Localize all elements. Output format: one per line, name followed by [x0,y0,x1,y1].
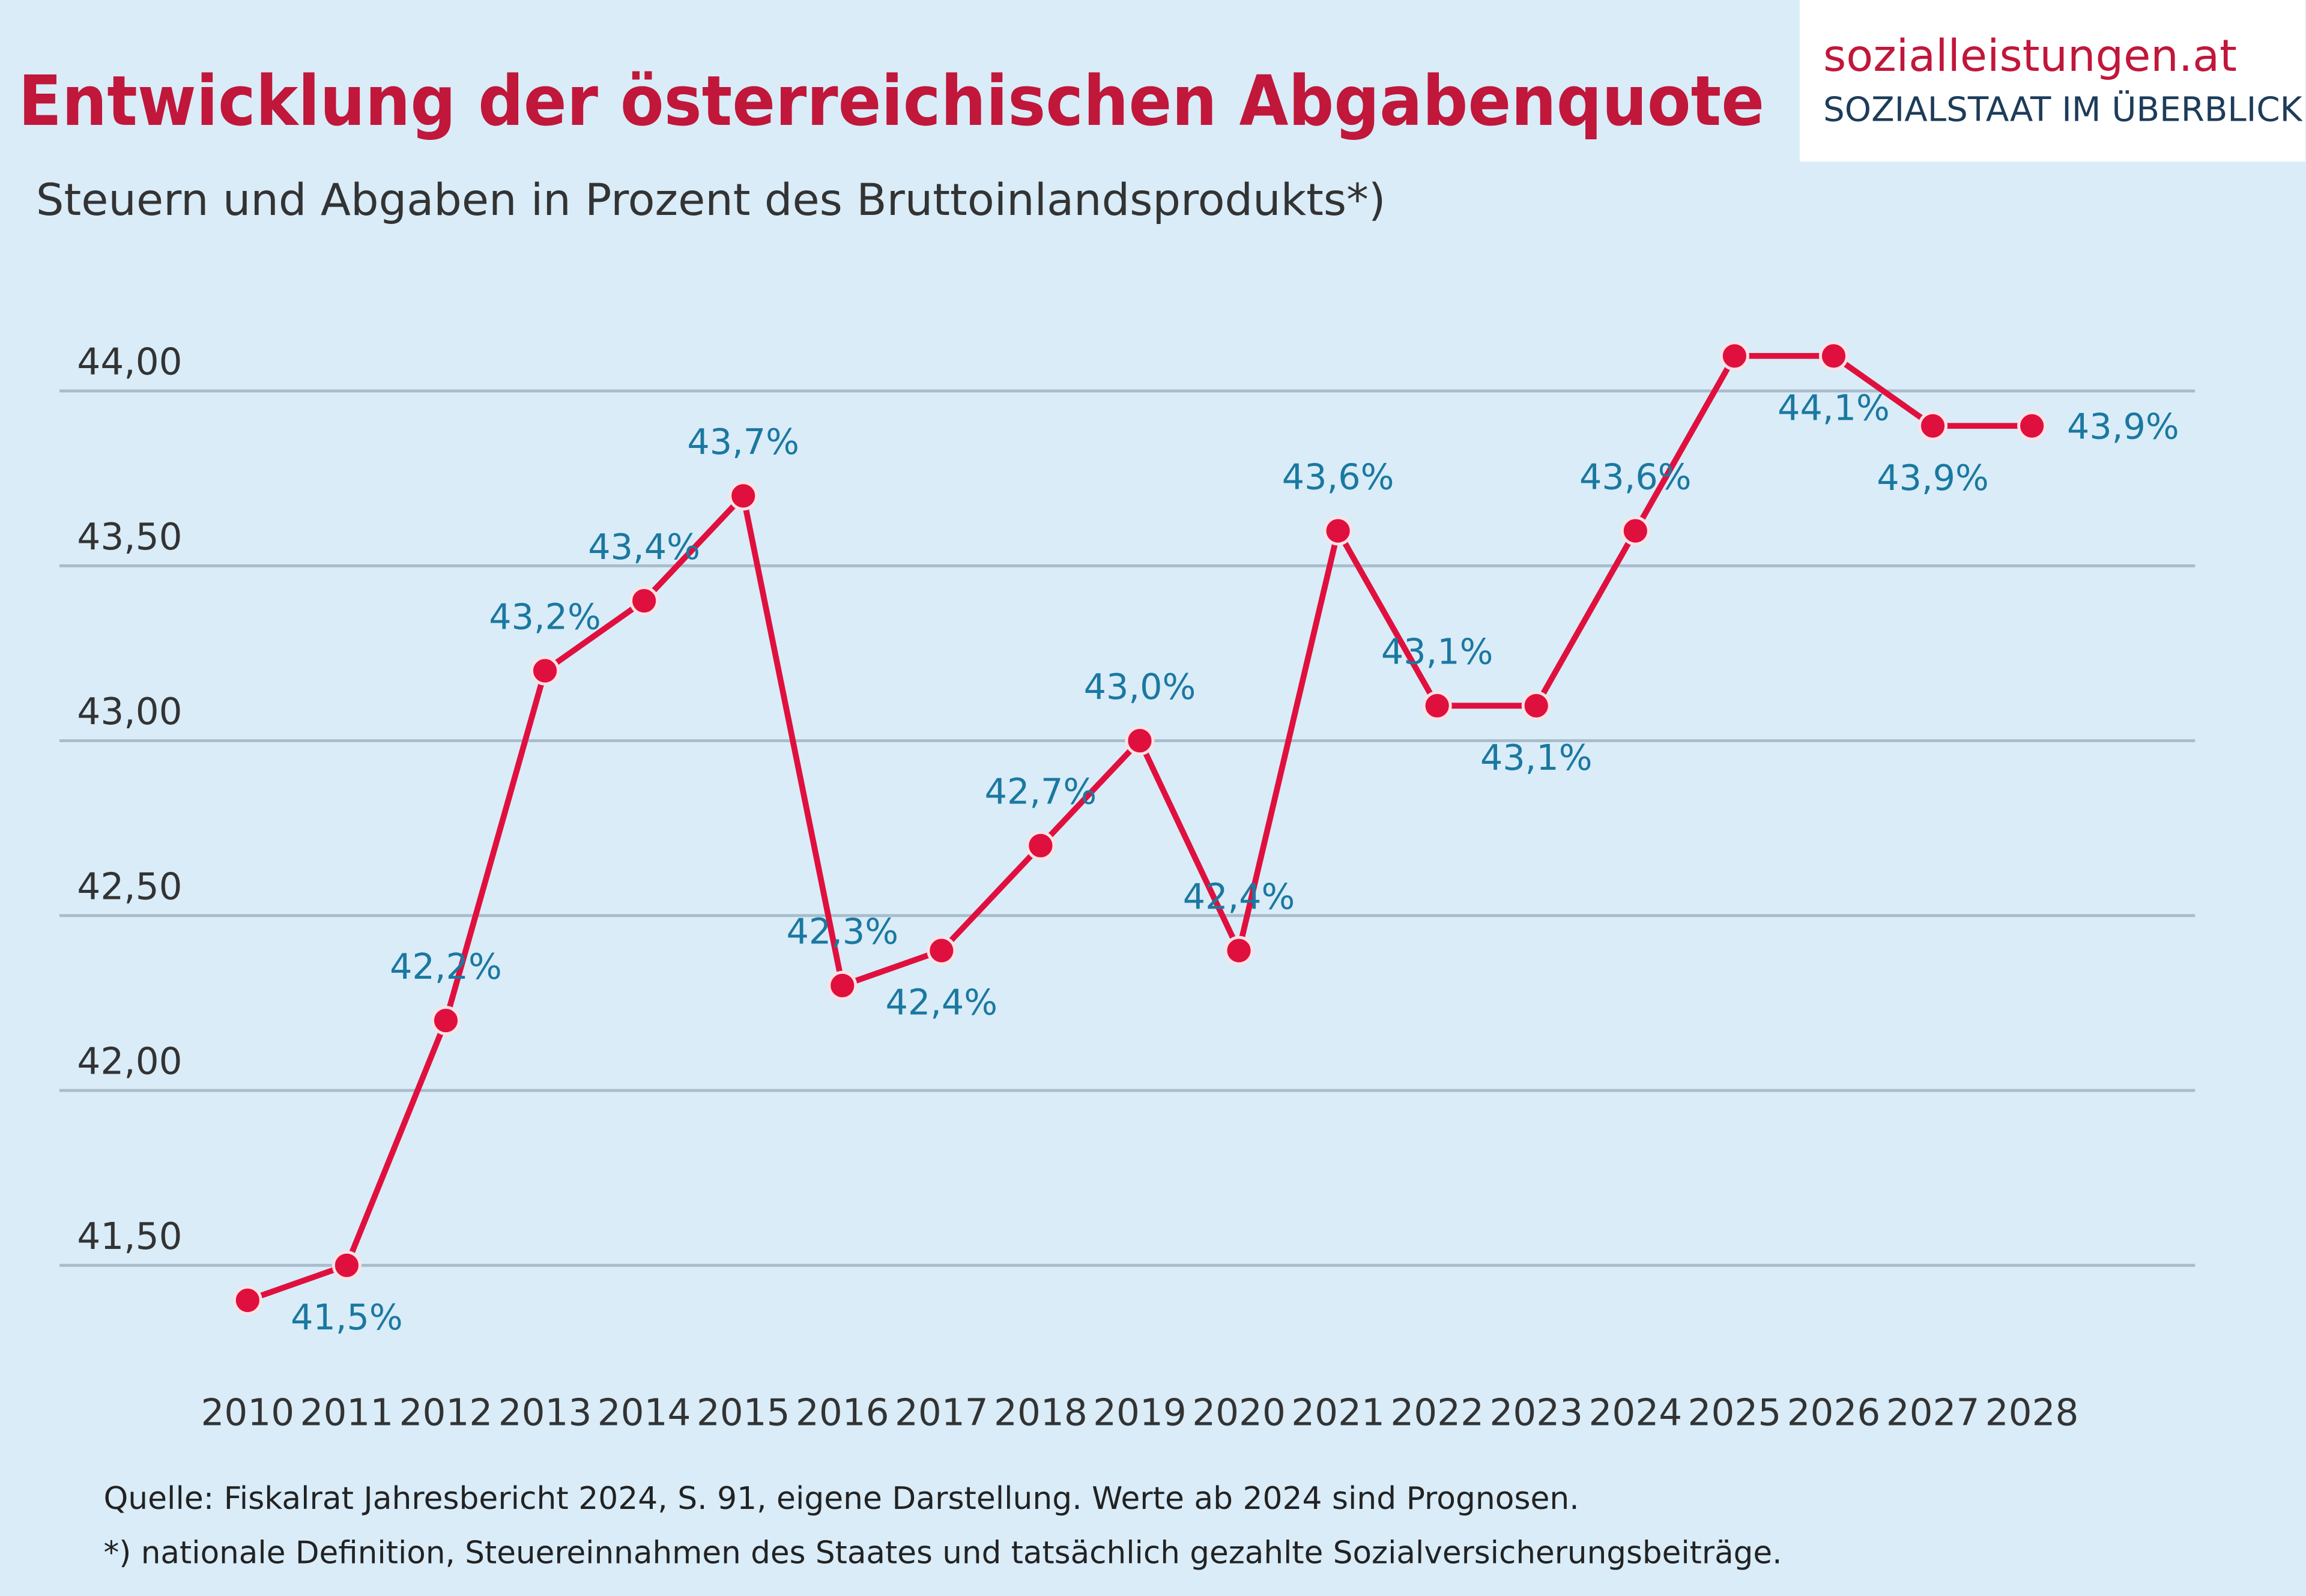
y-tick-label: 43,50 [77,516,182,558]
data-point [1918,411,1948,441]
x-tick-label: 2016 [796,1392,889,1434]
value-label: 42,4% [886,982,998,1023]
data-point [1026,830,1056,860]
x-tick-label: 2025 [1688,1392,1782,1434]
data-line [246,352,2032,1304]
data-point [431,1006,461,1036]
value-label: 44,1% [1778,387,1890,428]
value-label: 41,5% [291,1296,403,1338]
value-label: 43,1% [1381,631,1493,673]
data-point [1719,341,1749,371]
x-tick-label: 2010 [201,1392,294,1434]
data-point [1521,691,1551,721]
footnote: *) nationale Definition, Steuereinnahmen… [103,1535,1782,1571]
x-tick-label: 2022 [1390,1392,1484,1434]
data-point [728,481,758,511]
data-point [1818,341,1848,371]
y-tick-label: 41,50 [77,1215,182,1258]
y-tick-label: 44,00 [77,341,182,384]
source-note: Quelle: Fiskalrat Jahresbericht 2024, S.… [103,1481,1579,1517]
value-label: 42,2% [390,946,502,987]
value-label: 42,4% [1183,875,1295,917]
logo-tagline: SOZIALSTAAT IM ÜBERBLICK [1823,89,2304,130]
data-point [232,1286,262,1316]
x-tick-label: 2011 [300,1392,394,1434]
value-label: 43,0% [1084,666,1196,707]
x-tick-label: 2015 [697,1392,790,1434]
x-tick-label: 2024 [1588,1392,1682,1434]
value-label: 42,7% [985,771,1097,812]
value-label: 43,9% [1877,457,1989,498]
data-point [1125,726,1155,756]
value-label: 43,6% [1579,456,1692,497]
data-point [927,936,957,966]
x-tick-label: 2026 [1787,1392,1881,1434]
data-point [2017,411,2047,441]
x-tick-label: 2013 [498,1392,592,1434]
value-label: 42,3% [786,911,898,952]
x-tick-label: 2012 [399,1392,493,1434]
x-tick-label: 2027 [1886,1392,1980,1434]
value-label: 43,7% [687,421,799,462]
data-point [1422,691,1452,721]
value-label: 43,6% [1282,456,1394,497]
data-point [530,656,560,686]
logo-box [1799,0,2305,162]
x-tick-label: 2018 [994,1392,1088,1434]
y-tick-label: 42,50 [77,865,182,908]
value-label: 43,2% [489,596,601,637]
y-tick-label: 43,00 [77,691,182,733]
x-tick-label: 2021 [1291,1392,1385,1434]
data-point [629,586,659,616]
x-tick-label: 2020 [1192,1392,1286,1434]
x-tick-label: 2028 [1985,1392,2079,1434]
x-tick-label: 2017 [895,1392,988,1434]
data-point [1224,936,1254,966]
x-tick-label: 2023 [1489,1392,1583,1434]
data-point [1620,516,1650,546]
data-point [331,1250,362,1280]
data-point [828,970,858,1000]
y-tick-label: 42,00 [77,1041,182,1083]
chart-subtitle: Steuern und Abgaben in Prozent des Brutt… [36,175,1386,226]
data-point [1323,516,1353,546]
x-tick-label: 2014 [598,1392,691,1434]
x-tick-label: 2019 [1093,1392,1187,1434]
chart-title: Entwicklung der österreichischen Abgaben… [19,61,1765,142]
value-label: 43,4% [588,526,700,567]
value-label: 43,1% [1480,737,1593,778]
logo-name: sozialleistungen.at [1823,31,2237,82]
value-label: 43,9% [2067,405,2179,447]
